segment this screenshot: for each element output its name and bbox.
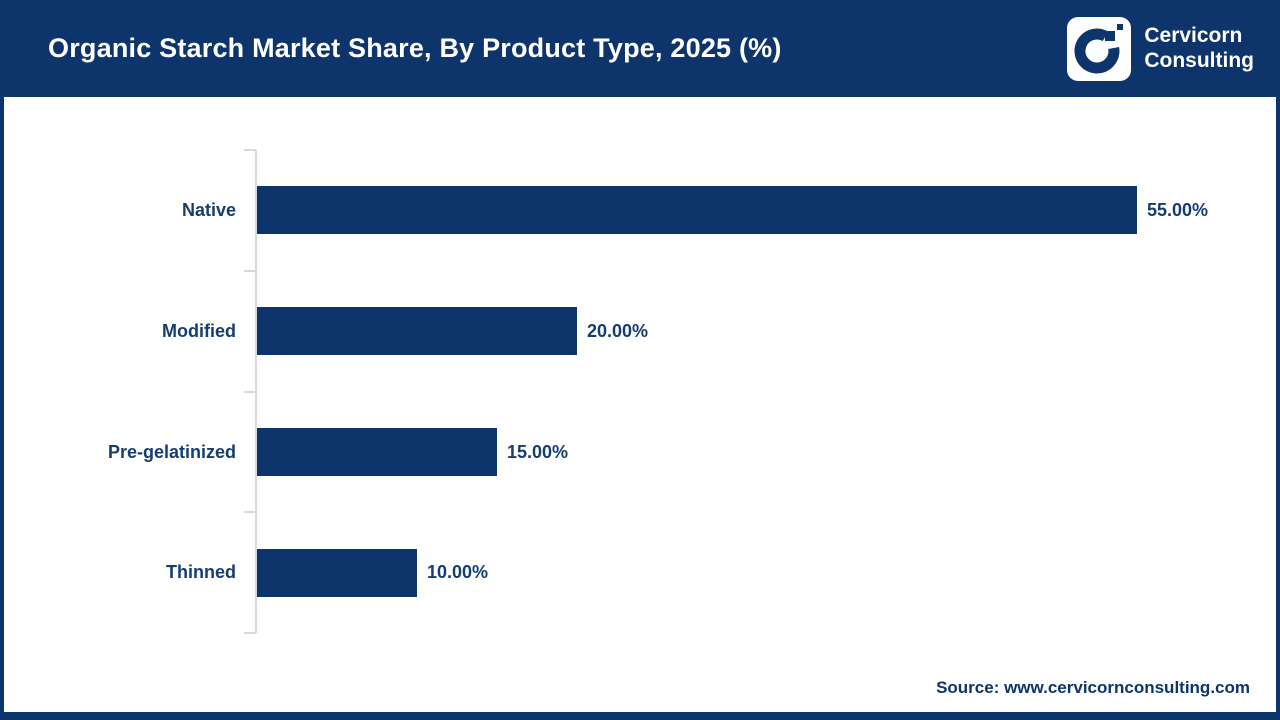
brand-logo: Cervicorn Consulting (1067, 16, 1254, 81)
axis-tick (244, 269, 256, 272)
category-label: Modified (162, 320, 236, 341)
category-label: Pre-gelatinized (107, 441, 236, 462)
brand-name-line2: Consulting (1144, 48, 1254, 72)
category-label: Thinned (166, 562, 236, 583)
chart-title: Organic Starch Market Share, By Product … (48, 33, 782, 63)
bar-modified (257, 307, 577, 356)
axis-tick (244, 511, 256, 514)
axis-tick (244, 632, 256, 634)
bar-chart: Native 55.00% Modified 20.00% Pre-gelatinize… (0, 97, 1280, 712)
value-label: 55.00% (1147, 200, 1209, 220)
category-label: Native (181, 200, 236, 220)
brand-logo-icon (1067, 16, 1132, 81)
header-band: Organic Starch Market Share, By Product … (0, 0, 1280, 97)
bar-native (257, 186, 1137, 235)
value-label: 20.00% (587, 320, 649, 341)
axis-tick (244, 390, 256, 393)
bar-row: Native 55.00% (0, 150, 1280, 271)
bar-row: Thinned 10.00% (0, 512, 1280, 633)
y-axis-line (255, 150, 257, 633)
page-border-right (1276, 97, 1280, 720)
brand-logo-text: Cervicorn Consulting (1144, 24, 1254, 72)
page-border-bottom (0, 712, 1280, 720)
source-note: Source: www.cervicornconsulting.com (936, 678, 1250, 697)
bar-thinned (257, 548, 417, 597)
axis-tick (244, 149, 256, 151)
value-label: 15.00% (507, 441, 569, 462)
page-border-left (0, 97, 4, 720)
bar-row: Modified 20.00% (0, 271, 1280, 392)
bar-row: Pre-gelatinized 15.00% (0, 392, 1280, 513)
brand-name-line1: Cervicorn (1144, 24, 1243, 48)
bar-pre-gelatinized (257, 427, 497, 476)
cervicorn-c-icon (1074, 23, 1124, 73)
value-label: 10.00% (427, 562, 489, 583)
